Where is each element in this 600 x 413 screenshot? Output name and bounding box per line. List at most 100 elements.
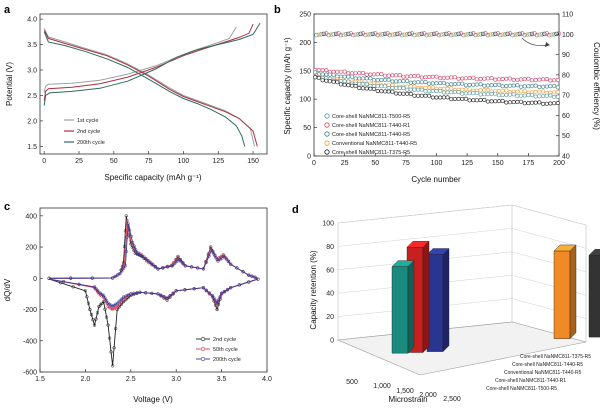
legend-b-conv-marker (324, 140, 330, 146)
b-capacity-point-3 (449, 90, 454, 95)
c-marker-2 (137, 252, 141, 257)
b-capacity-point-4 (342, 82, 347, 87)
a-curve-0-discharge (43, 28, 255, 147)
b-capacity-point-4 (401, 91, 406, 96)
d-series-label: Core-shell NaNMC811-T375-R5 (520, 354, 591, 360)
b-capacity-point-3 (456, 90, 461, 95)
b-capacity-point-1 (438, 81, 443, 86)
d-ztick-label: 20 (326, 314, 334, 321)
b-capacity-point-4 (390, 89, 395, 94)
b-capacity-point-0 (441, 75, 446, 80)
b-capacity-point-0 (485, 76, 490, 81)
c-marker-2 (143, 256, 148, 261)
b-capacity-point-2 (449, 86, 454, 91)
panel-a-ticks: 0 25 50 75 100 125 150 1.5 2.0 2.5 3.0 3.5 4.0 (27, 17, 259, 165)
c-marker-2 (210, 293, 215, 298)
c-marker-2 (226, 260, 231, 264)
b-ce-point (515, 32, 520, 37)
b-capacity-point-3 (478, 92, 483, 97)
b-capacity-point-3 (445, 90, 450, 95)
b-ce-point (537, 32, 542, 37)
b-capacity-point-0 (471, 75, 476, 80)
b-ce-point (461, 32, 466, 38)
d-grid-line (337, 228, 587, 249)
b-ce-point (407, 31, 412, 37)
b-ce-point (363, 32, 368, 38)
b-capacity-point-0 (552, 78, 557, 83)
b-capacity-point-0 (430, 74, 435, 79)
a-xtick-label: 75 (145, 158, 153, 165)
c-marker-0 (113, 326, 118, 331)
b-capacity-point-0 (338, 69, 343, 74)
c-marker-2 (110, 276, 115, 280)
c-xtick-label: 3.5 (217, 376, 227, 383)
b-capacity-point-0 (504, 76, 509, 81)
a-xtick-label: 25 (75, 158, 83, 165)
panel-a: a 0 25 50 75 100 125 150 1.5 2.0 2.5 3.0 3.5 4.0 Spe… (4, 4, 268, 182)
b-ce-point (429, 32, 434, 37)
b-capacity-point-3 (379, 84, 384, 89)
b-capacity-point-4 (511, 100, 516, 105)
c-marker-2 (146, 259, 150, 263)
c-xtick-label: 1.5 (35, 376, 45, 383)
c-marker-0 (124, 214, 128, 218)
b-capacity-point-4 (493, 99, 498, 104)
a-ytick-label: 2.5 (27, 93, 37, 100)
c-marker-2 (222, 254, 226, 259)
d-series-label: Conventional NaNMC811-T440-R5 (504, 370, 582, 376)
b-capacity-point-0 (533, 77, 538, 82)
b-capacity-point-4 (500, 98, 505, 103)
d-ztick-label: 60 (326, 267, 334, 274)
legend-c-2nd-marker (200, 336, 206, 342)
b-capacity-point-0 (474, 77, 479, 82)
b-capacity-point-1 (405, 79, 410, 84)
b-capacity-point-0 (357, 71, 362, 76)
c-marker-2 (92, 285, 97, 289)
b-capacity-point-1 (394, 79, 399, 84)
b-ce-point (390, 32, 395, 37)
b-capacity-point-4 (441, 95, 446, 100)
b-capacity-point-4 (324, 78, 329, 83)
b-capacity-point-3 (375, 84, 380, 89)
b-ce-point (480, 31, 486, 37)
d-bar-top-2 (426, 248, 450, 255)
c-marker-2 (117, 299, 121, 303)
b-capacity-point-3 (500, 93, 505, 98)
b-ce-point (326, 32, 331, 38)
b-capacity-point-3 (555, 94, 560, 99)
b-capacity-point-3 (408, 87, 413, 92)
b-capacity-point-3 (386, 86, 391, 91)
b-capacity-point-0 (482, 76, 487, 81)
c-marker-2 (106, 301, 110, 305)
c-marker-2 (151, 263, 155, 267)
b-ce-point (431, 31, 437, 37)
legend-a-1st: 1st cycle (77, 118, 98, 124)
b-capacity-point-1 (489, 83, 494, 88)
b-capacity-point-2 (496, 89, 501, 94)
b-capacity-point-4 (419, 93, 424, 98)
b-ce-point (341, 32, 346, 37)
c-marker-0 (121, 300, 126, 304)
b-xtick-label: 175 (523, 160, 535, 167)
b-capacity-point-3 (360, 82, 365, 87)
b-capacity-point-0 (449, 75, 454, 80)
c-marker-0 (119, 302, 124, 307)
b-capacity-point-0 (349, 71, 354, 76)
b-ce-point (524, 32, 530, 37)
c-marker-2 (214, 255, 218, 260)
b-ytick-label: 200 (299, 40, 311, 47)
c-marker-2 (174, 289, 178, 293)
b-capacity-point-4 (346, 83, 351, 88)
b-capacity-point-0 (456, 76, 461, 81)
b-capacity-point-1 (449, 82, 454, 87)
b-capacity-point-3 (526, 93, 531, 98)
b-capacity-point-1 (463, 83, 468, 88)
b-capacity-point-4 (360, 86, 365, 91)
b-capacity-point-4 (338, 82, 343, 87)
c-marker-2 (213, 298, 218, 303)
b-ce-point (424, 32, 429, 38)
b-capacity-point-0 (544, 77, 549, 82)
b-capacity-point-0 (379, 72, 384, 77)
b-capacity-point-3 (533, 94, 538, 99)
